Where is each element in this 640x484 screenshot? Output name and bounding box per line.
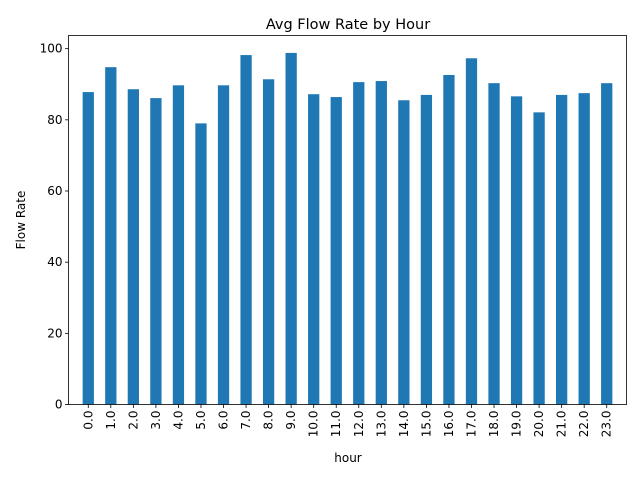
x-tick-label: 10.0 — [307, 411, 321, 438]
bar-5.0 — [195, 123, 207, 405]
x-axis-label: hour — [334, 451, 362, 465]
bar-7.0 — [240, 55, 252, 405]
x-tick-label: 17.0 — [464, 411, 478, 438]
x-tick-label: 8.0 — [262, 411, 276, 430]
x-tick-label: 1.0 — [104, 411, 118, 430]
x-tick-label: 22.0 — [577, 411, 591, 438]
bar-15.0 — [420, 94, 433, 405]
x-tick-label: 16.0 — [442, 411, 456, 438]
bar-14.0 — [398, 100, 410, 405]
x-tick-label: 5.0 — [194, 411, 208, 430]
bar-16.0 — [443, 75, 455, 405]
x-axis: 0.0 1.0 2.0 3.0 4.0 5.0 6.0 7.0 8.0 9.0 10.0 11.0 12… — [81, 404, 614, 438]
bar-13.0 — [375, 81, 387, 405]
x-tick-label: 7.0 — [239, 411, 253, 430]
bar-2.0 — [127, 89, 139, 405]
x-tick-label: 6.0 — [217, 411, 231, 430]
x-tick-label: 11.0 — [329, 411, 343, 438]
x-tick-label: 18.0 — [487, 411, 501, 438]
y-axis: 0 20 40 60 80 100 — [40, 42, 69, 412]
bar-19.0 — [510, 96, 523, 405]
x-tick-label: 12.0 — [352, 411, 366, 438]
y-tick-label: 40 — [47, 255, 62, 269]
y-tick-label: 20 — [47, 326, 62, 340]
bar-6.0 — [217, 85, 230, 405]
y-tick-label: 100 — [40, 42, 63, 56]
plot-frame — [68, 35, 627, 405]
bar-22.0 — [578, 93, 590, 405]
x-tick-label: 15.0 — [419, 411, 433, 438]
y-tick-label: 0 — [55, 398, 63, 412]
x-tick-label: 23.0 — [600, 411, 614, 438]
x-tick-label: 14.0 — [397, 411, 411, 438]
bar-12.0 — [353, 82, 365, 405]
bar-8.0 — [262, 79, 275, 405]
bar-1.0 — [105, 67, 117, 405]
bar-20.0 — [533, 112, 545, 405]
bar-4.0 — [172, 85, 185, 405]
chart-title: Avg Flow Rate by Hour — [266, 17, 430, 33]
x-tick-label: 21.0 — [555, 411, 569, 438]
x-tick-label: 19.0 — [510, 411, 524, 438]
x-tick-label: 2.0 — [126, 411, 140, 430]
bar-21.0 — [556, 94, 568, 405]
bar-23.0 — [601, 83, 613, 405]
y-tick-label: 60 — [47, 184, 62, 198]
bar-0.0 — [82, 92, 94, 405]
x-tick-label: 13.0 — [374, 411, 388, 438]
y-axis-label: Flow Rate — [14, 191, 28, 250]
bar-17.0 — [465, 58, 478, 405]
x-tick-label: 20.0 — [532, 411, 546, 438]
y-tick-label: 80 — [47, 113, 62, 127]
bar-9.0 — [285, 52, 297, 405]
bars-group — [82, 52, 613, 405]
bar-10.0 — [308, 94, 320, 405]
x-tick-label: 9.0 — [284, 411, 298, 430]
bar-18.0 — [488, 83, 500, 405]
x-tick-label: 0.0 — [81, 411, 95, 430]
x-tick-label: 4.0 — [171, 411, 185, 430]
x-tick-label: 3.0 — [149, 411, 163, 430]
bar-11.0 — [330, 97, 342, 405]
bar-3.0 — [150, 98, 162, 405]
